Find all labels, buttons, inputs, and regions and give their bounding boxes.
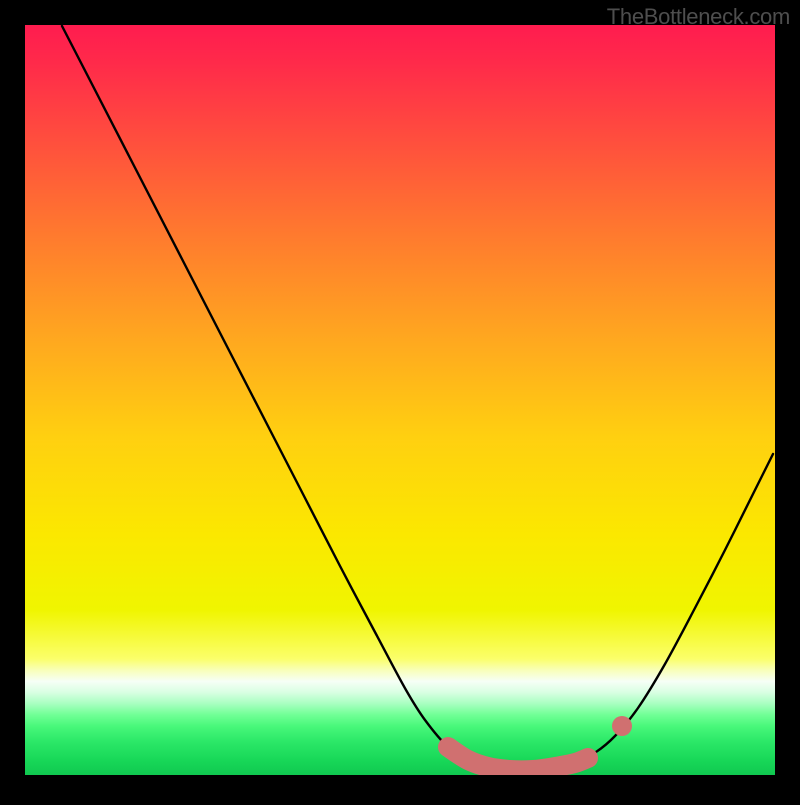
bottleneck-chart <box>0 0 800 800</box>
attribution-text: TheBottleneck.com <box>607 4 790 30</box>
highlight-marker <box>612 716 632 736</box>
chart-background <box>25 25 775 775</box>
chart-container: TheBottleneck.com <box>0 0 800 800</box>
